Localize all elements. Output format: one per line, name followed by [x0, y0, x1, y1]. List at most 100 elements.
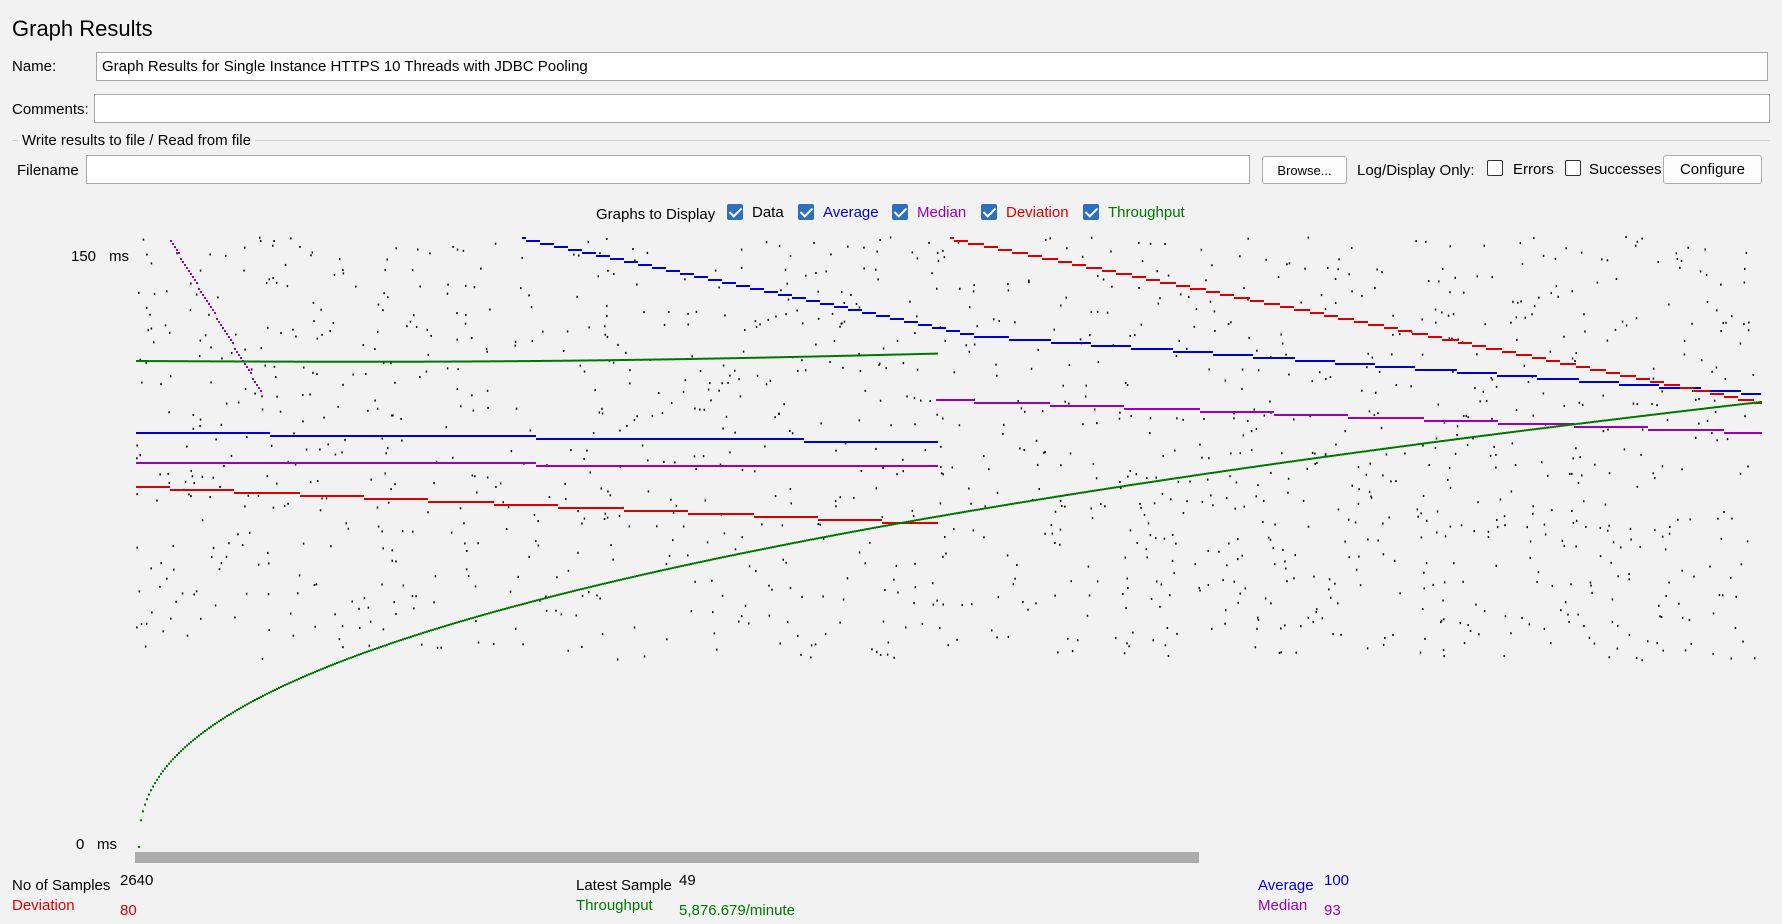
median-point — [852, 465, 854, 467]
median-point — [814, 465, 816, 467]
data-point — [1198, 586, 1200, 589]
median-point — [500, 462, 502, 464]
throughput-point — [536, 360, 538, 362]
data-point — [1079, 338, 1082, 341]
average-point — [1243, 354, 1245, 356]
throughput-point — [642, 573, 644, 576]
data-point — [473, 286, 476, 289]
median-point — [262, 462, 264, 464]
average-point — [906, 441, 908, 443]
deviation-point — [1342, 318, 1344, 320]
data-point — [858, 352, 860, 355]
data-point — [210, 381, 212, 384]
deviation-point — [1488, 348, 1490, 350]
deviation-point — [1566, 363, 1568, 365]
average-point — [890, 318, 892, 320]
data-point — [1451, 337, 1453, 340]
median-point — [530, 462, 532, 464]
median-point — [160, 462, 162, 464]
deviation-point — [1330, 315, 1332, 317]
median-point — [742, 465, 744, 467]
data-point — [1543, 523, 1546, 526]
data-point — [970, 502, 972, 505]
data-point — [1328, 578, 1331, 581]
throughput-point — [938, 515, 940, 518]
average-point — [696, 276, 698, 278]
throughput-point — [912, 519, 914, 522]
median-point — [586, 465, 588, 467]
average-point — [240, 432, 242, 434]
median-point — [1700, 429, 1702, 431]
data-point — [186, 634, 189, 637]
data-point — [1752, 373, 1755, 376]
configure-button[interactable]: Configure — [1663, 155, 1762, 184]
average-point — [590, 252, 592, 254]
median-checkbox[interactable] — [892, 204, 908, 220]
data-point — [1368, 410, 1371, 413]
throughput-point — [926, 352, 928, 355]
average-point — [644, 264, 646, 266]
data-checkbox[interactable] — [727, 204, 743, 220]
average-point — [1071, 342, 1073, 344]
deviation-point — [1316, 312, 1318, 314]
median-point — [940, 399, 942, 401]
data-point — [507, 506, 510, 509]
data-point — [1337, 602, 1339, 605]
average-checkbox[interactable] — [798, 204, 814, 220]
median-point — [470, 462, 472, 464]
deviation-checkbox[interactable] — [981, 204, 997, 220]
throughput-point — [554, 359, 556, 362]
data-point — [1253, 408, 1255, 411]
median-point — [1678, 429, 1680, 431]
throughput-checkbox[interactable] — [1083, 204, 1099, 220]
deviation-point — [234, 492, 236, 494]
data-point — [853, 496, 855, 499]
data-point — [1035, 602, 1037, 605]
average-point — [1327, 360, 1329, 362]
data-point — [472, 409, 475, 412]
browse-button[interactable]: Browse... — [1262, 156, 1347, 184]
data-point — [965, 344, 967, 347]
deviation-point — [908, 522, 910, 524]
throughput-point — [848, 354, 850, 357]
filename-field[interactable] — [86, 155, 1250, 184]
data-point — [1420, 512, 1422, 515]
data-point — [668, 311, 670, 313]
deviation-point — [306, 495, 308, 497]
data-point — [1087, 565, 1090, 568]
average-point — [438, 435, 440, 437]
median-point — [734, 465, 736, 467]
comments-label: Comments: — [12, 101, 89, 118]
average-point — [416, 435, 418, 437]
median-point — [328, 462, 330, 464]
data-point — [176, 252, 178, 255]
name-field[interactable] — [96, 52, 1768, 81]
average-point — [1647, 384, 1649, 386]
comments-field[interactable] — [94, 94, 1770, 123]
deviation-point — [404, 498, 406, 500]
data-point — [395, 560, 397, 563]
data-point — [785, 313, 787, 316]
throughput-point — [264, 360, 266, 363]
throughput-point — [628, 358, 630, 361]
median-point — [1334, 414, 1336, 416]
data-point — [1224, 622, 1226, 625]
deviation-point — [610, 507, 612, 509]
average-point — [582, 438, 584, 440]
data-point — [395, 613, 397, 615]
average-point — [872, 441, 874, 443]
successes-checkbox[interactable] — [1565, 160, 1581, 176]
data-point — [1453, 562, 1455, 565]
data-point — [433, 601, 435, 604]
throughput-point — [140, 819, 142, 822]
data-point — [486, 476, 489, 479]
errors-checkbox[interactable] — [1487, 160, 1503, 176]
data-point — [1537, 571, 1540, 574]
average-point — [222, 432, 224, 434]
average-point — [544, 243, 546, 245]
average-point — [590, 438, 592, 440]
average-point — [232, 432, 234, 434]
average-point — [1587, 381, 1589, 383]
data-point — [1449, 245, 1451, 248]
median-point — [1102, 405, 1104, 407]
